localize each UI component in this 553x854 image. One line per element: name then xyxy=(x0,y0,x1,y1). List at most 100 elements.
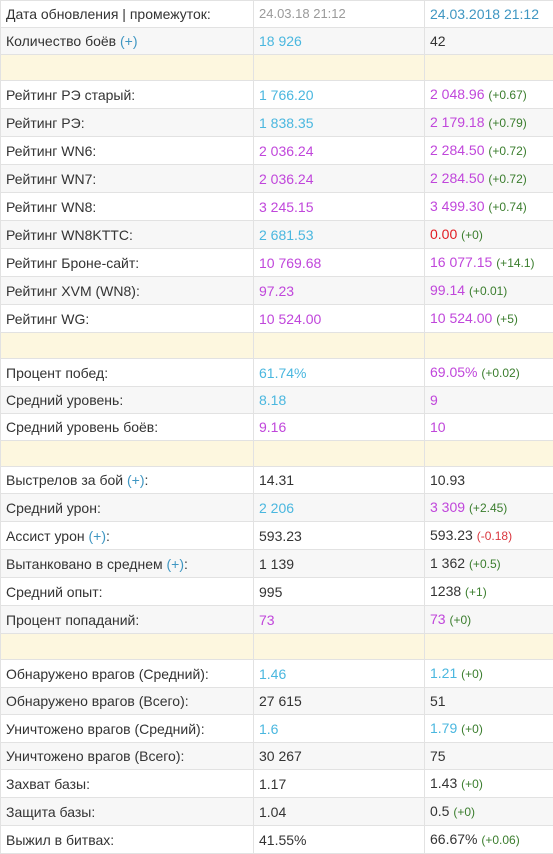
period-value: 1.21 xyxy=(430,665,457,681)
period-value-cell: 1 362 (+0.5) xyxy=(425,550,553,578)
stat-label-cell: Выстрелов за бой (+): xyxy=(1,467,254,494)
stat-label-cell: Рейтинг WN7: xyxy=(1,165,254,193)
rating-delta: (+0.72) xyxy=(488,172,526,186)
stat-label: Рейтинг WN7: xyxy=(6,171,96,187)
stat-label-cell: Уничтожено врагов (Всего): xyxy=(1,743,254,770)
spacer-cell xyxy=(254,333,425,359)
period-value: 75 xyxy=(430,748,446,764)
stat-row: Средний уровень: 8.18 9 xyxy=(1,387,553,414)
period-value: 51 xyxy=(430,693,446,709)
rating-delta: (+1) xyxy=(465,585,487,599)
total-value: 1.46 xyxy=(254,660,425,688)
expand-details-link[interactable]: (+) xyxy=(127,472,145,488)
label-suffix: : xyxy=(184,556,188,572)
stat-label-cell: Средний опыт: xyxy=(1,578,254,606)
total-value: 8.18 xyxy=(254,387,425,414)
header-label: Дата обновления | промежуток: xyxy=(1,1,254,28)
stat-label: Обнаружено врагов (Средний): xyxy=(6,666,209,682)
period-value-cell: 66.67% (+0.06) xyxy=(425,826,553,854)
spacer-cell xyxy=(425,441,553,467)
stat-label: Обнаружено врагов (Всего): xyxy=(6,693,189,709)
rating-delta: (+0) xyxy=(461,228,483,242)
stat-label: Количество боёв xyxy=(6,33,116,49)
expand-details-link[interactable]: (+) xyxy=(167,556,185,572)
stat-label: Рейтинг WN8KTTC: xyxy=(6,227,133,243)
total-value: 2 206 xyxy=(254,494,425,522)
rating-delta: (+0) xyxy=(453,805,475,819)
header-row: Дата обновления | промежуток: 24.03.18 2… xyxy=(1,1,553,28)
stat-row: Рейтинг WN7: 2 036.24 2 284.50 (+0.72) xyxy=(1,165,553,193)
total-value: 1.6 xyxy=(254,715,425,743)
stat-label-cell: Средний уровень: xyxy=(1,387,254,414)
stat-label-cell: Рейтинг РЭ старый: xyxy=(1,81,254,109)
stat-label-cell: Рейтинг РЭ: xyxy=(1,109,254,137)
stat-label-cell: Рейтинг WN8KTTC: xyxy=(1,221,254,249)
total-value: 2 036.24 xyxy=(254,165,425,193)
period-value: 1 362 xyxy=(430,555,465,571)
stat-label-cell: Средний уровень боёв: xyxy=(1,414,254,441)
total-value: 2 681.53 xyxy=(254,221,425,249)
stat-label-cell: Рейтинг Броне-сайт: xyxy=(1,249,254,277)
spacer-cell xyxy=(254,55,425,81)
stat-label-cell: Обнаружено врагов (Средний): xyxy=(1,660,254,688)
rating-delta: (+0) xyxy=(461,722,483,736)
period-value: 2 048.96 xyxy=(430,86,485,102)
stat-label-cell: Рейтинг WG: xyxy=(1,305,254,333)
period-value-cell: 75 xyxy=(425,743,553,770)
period-value-cell: 9 xyxy=(425,387,553,414)
period-value: 1.43 xyxy=(430,775,457,791)
stat-label-cell: Уничтожено врагов (Средний): xyxy=(1,715,254,743)
stat-label-cell: Рейтинг XVM (WN8): xyxy=(1,277,254,305)
period-value: 9 xyxy=(430,392,438,408)
spacer-cell xyxy=(425,333,553,359)
period-value-cell: 0.5 (+0) xyxy=(425,798,553,826)
expand-details-link[interactable]: (+) xyxy=(120,33,138,49)
rating-delta: (+0.74) xyxy=(488,200,526,214)
period-value-cell: 16 077.15 (+14.1) xyxy=(425,249,553,277)
rating-delta: (+5) xyxy=(496,312,518,326)
period-value: 1238 xyxy=(430,583,461,599)
stat-label: Рейтинг WN8: xyxy=(6,199,96,215)
period-value-cell: 73 (+0) xyxy=(425,606,553,634)
spacer-cell xyxy=(425,55,553,81)
spacer-cell xyxy=(254,634,425,660)
stat-label-cell: Количество боёв (+) xyxy=(1,28,254,55)
total-value: 97.23 xyxy=(254,277,425,305)
period-value-cell: 42 xyxy=(425,28,553,55)
total-value: 18 926 xyxy=(254,28,425,55)
expand-details-link[interactable]: (+) xyxy=(89,528,107,544)
stat-label-cell: Защита базы: xyxy=(1,798,254,826)
total-value: 14.31 xyxy=(254,467,425,494)
period-value: 99.14 xyxy=(430,282,465,298)
stat-label: Уничтожено врагов (Средний): xyxy=(6,721,205,737)
rating-delta: (+0.02) xyxy=(481,366,519,380)
period-value: 3 499.30 xyxy=(430,198,485,214)
stat-label-cell: Выжил в битвах: xyxy=(1,826,254,854)
period-value-cell: 2 284.50 (+0.72) xyxy=(425,137,553,165)
period-value-cell: 1.79 (+0) xyxy=(425,715,553,743)
rating-delta: (+0) xyxy=(449,613,471,627)
spacer-cell xyxy=(1,441,254,467)
period-value-cell: 1238 (+1) xyxy=(425,578,553,606)
stat-label: Средний уровень: xyxy=(6,392,123,408)
period-value-cell: 3 499.30 (+0.74) xyxy=(425,193,553,221)
period-value: 2 284.50 xyxy=(430,142,485,158)
period-value: 10 524.00 xyxy=(430,310,492,326)
period-value: 73 xyxy=(430,611,446,627)
rating-delta: (+0.5) xyxy=(469,557,501,571)
period-value: 2 284.50 xyxy=(430,170,485,186)
stat-row: Процент побед:61.74%69.05% (+0.02) xyxy=(1,359,553,387)
period-value: 16 077.15 xyxy=(430,254,492,270)
period-value: 66.67% xyxy=(430,831,477,847)
period-value: 3 309 xyxy=(430,499,465,515)
stat-label: Процент побед: xyxy=(6,365,108,381)
